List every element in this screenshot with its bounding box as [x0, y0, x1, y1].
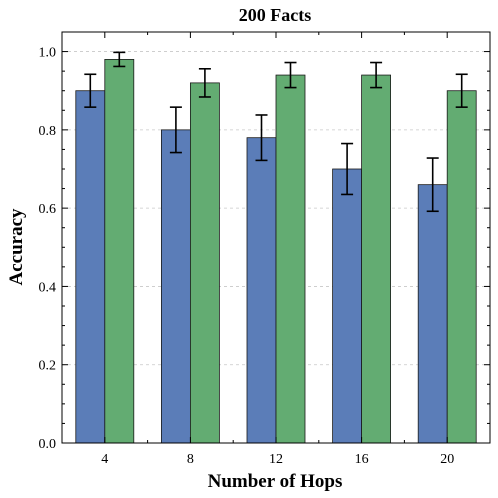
x-tick-label: 16: [355, 452, 369, 467]
bar: [417, 184, 448, 444]
y-tick-label: 1.0: [39, 46, 57, 61]
chart-title: 200 Facts: [239, 5, 311, 25]
y-tick-label: 0.6: [39, 202, 57, 217]
bar: [246, 137, 277, 444]
x-tick-labels: 4 8 12 16 20: [101, 452, 454, 467]
bar: [361, 74, 392, 444]
y-tick-label: 0.0: [39, 437, 57, 452]
x-tick-label: 20: [440, 452, 454, 467]
bar: [446, 90, 477, 444]
x-tick-label: 12: [269, 452, 283, 467]
bar: [275, 74, 306, 444]
y-tick-label: 0.8: [39, 124, 57, 139]
bar: [189, 82, 220, 444]
y-tick-labels: 0.0 0.2 0.4 0.6 0.8 1.0: [39, 46, 57, 452]
axis-ticks: [62, 31, 490, 444]
bar: [160, 129, 191, 444]
x-tick-label: 4: [101, 452, 108, 467]
x-tick-label: 8: [187, 452, 194, 467]
y-tick-label: 0.4: [39, 280, 57, 295]
y-tick-label: 0.2: [39, 359, 57, 374]
y-axis-label: Accuracy: [6, 208, 27, 286]
bar: [104, 59, 135, 444]
bar: [75, 90, 106, 444]
error-bars: [84, 51, 468, 213]
x-axis-label: Number of Hops: [208, 471, 343, 492]
bar: [332, 168, 363, 444]
bars: [75, 59, 477, 444]
